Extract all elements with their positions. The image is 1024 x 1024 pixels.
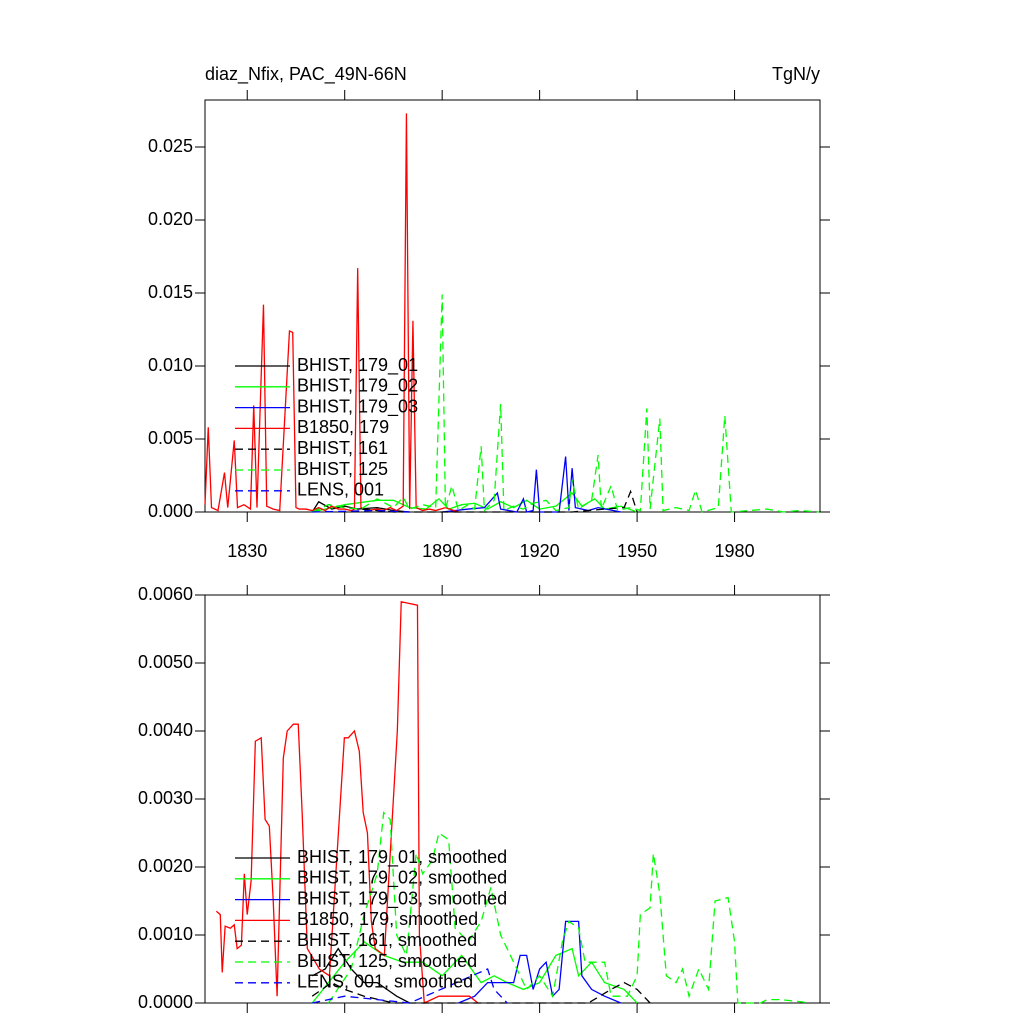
y-tick-label: 0.0010	[138, 924, 193, 944]
legend-label: BHIST, 125	[297, 459, 388, 479]
y-tick-label: 0.0030	[138, 788, 193, 808]
legend-label: BHIST, 179_03	[297, 396, 418, 417]
y-tick-label: 0.0060	[138, 584, 193, 604]
units-label: TgN/y	[772, 64, 820, 84]
y-tick-label: 0.020	[148, 209, 193, 229]
series-line	[311, 981, 651, 1004]
y-tick-label: 0.025	[148, 136, 193, 156]
series-line	[327, 811, 810, 1004]
legend-label: BHIST, 179_01, smoothed	[297, 847, 507, 868]
series-line	[311, 947, 410, 1004]
y-tick-label: 0.0000	[138, 992, 193, 1012]
x-tick-label: 1860	[325, 541, 365, 561]
x-tick-label: 1890	[422, 541, 462, 561]
series-line	[312, 492, 638, 513]
legend-label: B1850, 179, smoothed	[297, 909, 478, 929]
series-line	[458, 920, 622, 1004]
x-tick-label: 1830	[227, 541, 267, 561]
y-tick-label: 0.005	[148, 428, 193, 448]
y-tick-label: 0.0050	[138, 652, 193, 672]
legend-label: BHIST, 179_03, smoothed	[297, 888, 507, 909]
legend-label: BHIST, 179_02	[297, 376, 418, 397]
y-tick-label: 0.0040	[138, 720, 193, 740]
series-line	[312, 968, 508, 1004]
y-tick-label: 0.000	[148, 501, 193, 521]
series-line	[442, 456, 621, 513]
x-tick-label: 1950	[617, 541, 657, 561]
legend-label: LENS, 001, smoothed	[297, 972, 473, 992]
series-line	[204, 113, 459, 513]
y-tick-label: 0.010	[148, 355, 193, 375]
series-line	[215, 601, 479, 1004]
series-line	[311, 294, 820, 513]
legend-label: LENS, 001	[297, 480, 384, 500]
x-tick-label: 1980	[715, 541, 755, 561]
legend-label: B1850, 179	[297, 417, 389, 437]
series-line	[311, 940, 638, 1004]
legend-label: BHIST, 125, smoothed	[297, 951, 477, 971]
x-tick-label: 1920	[520, 541, 560, 561]
legend-label: BHIST, 161	[297, 438, 388, 458]
legend-label: BHIST, 161, smoothed	[297, 930, 477, 950]
legend-label: BHIST, 179_02, smoothed	[297, 868, 507, 889]
chart-title: diaz_Nfix, PAC_49N-66N	[205, 64, 407, 85]
y-tick-label: 0.0020	[138, 856, 193, 876]
legend-label: BHIST, 179_01	[297, 355, 418, 376]
y-tick-label: 0.015	[148, 282, 193, 302]
